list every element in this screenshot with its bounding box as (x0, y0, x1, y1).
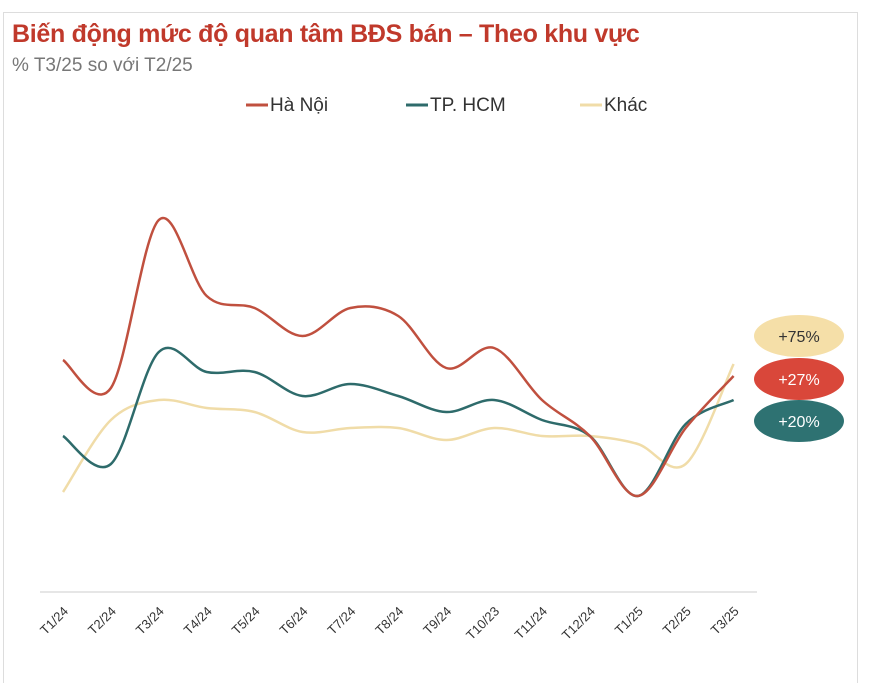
x-tick-label: T9/24 (420, 604, 454, 638)
data-point (108, 385, 114, 391)
data-point (156, 349, 162, 355)
data-point (300, 393, 306, 399)
data-point (635, 441, 641, 447)
x-tick-label: T3/25 (708, 604, 742, 638)
data-point (156, 397, 162, 403)
data-point (491, 345, 497, 351)
data-point (347, 305, 353, 311)
data-point (252, 305, 258, 311)
data-point (491, 425, 497, 431)
x-tick-label: T6/24 (277, 604, 311, 638)
legend-label: Khác (604, 95, 647, 116)
data-point (443, 437, 449, 443)
badge-label: +75% (778, 329, 819, 346)
data-point (108, 461, 114, 467)
data-point (443, 365, 449, 371)
data-point (731, 397, 737, 403)
data-point (731, 361, 737, 367)
x-tick-label: T1/25 (612, 604, 646, 638)
data-point (300, 429, 306, 435)
data-point (156, 217, 162, 223)
data-point (204, 369, 210, 375)
data-point (300, 333, 306, 339)
data-point (443, 409, 449, 415)
chart-frame (3, 12, 858, 683)
x-tick-label: T5/24 (229, 604, 263, 638)
x-tick-label: T8/24 (372, 604, 406, 638)
legend-label: Hà Nội (270, 95, 328, 116)
data-point (587, 433, 593, 439)
data-point (204, 405, 210, 411)
x-tick-label: T2/24 (85, 604, 119, 638)
badge-label: +27% (778, 372, 819, 389)
data-point (539, 417, 545, 423)
series-line-1 (62, 346, 735, 498)
data-point (60, 489, 66, 495)
x-tick-label: T11/24 (512, 604, 551, 643)
x-tick-label: T7/24 (324, 604, 358, 638)
badge-label: +20% (778, 414, 819, 431)
data-point (683, 425, 689, 431)
data-point (395, 313, 401, 319)
data-point (539, 397, 545, 403)
legend-label: TP. HCM (430, 95, 506, 116)
data-point (731, 373, 737, 379)
badge-2 (754, 315, 844, 357)
x-tick-label: T10/23 (463, 604, 502, 643)
x-tick-label: T1/24 (37, 604, 71, 638)
data-point (683, 461, 689, 467)
x-tick-label: T2/25 (660, 604, 694, 638)
series-line-0 (62, 216, 735, 498)
data-point (252, 369, 258, 375)
x-tick-label: T3/24 (133, 604, 167, 638)
data-point (60, 433, 66, 439)
data-point (395, 425, 401, 431)
data-point (347, 425, 353, 431)
series-line-2 (61, 363, 735, 493)
data-point (635, 493, 641, 499)
data-point (491, 397, 497, 403)
data-point (60, 357, 66, 363)
x-tick-label: T12/24 (559, 604, 598, 643)
badge-0 (754, 358, 844, 400)
data-point (204, 293, 210, 299)
data-point (252, 409, 258, 415)
data-point (347, 381, 353, 387)
chart-subtitle: % T3/25 so với T2/25 (12, 55, 193, 76)
data-point (395, 393, 401, 399)
x-tick-label: T4/24 (181, 604, 215, 638)
badge-1 (754, 400, 844, 442)
data-point (539, 433, 545, 439)
data-point (108, 417, 114, 423)
chart-title: Biến động mức độ quan tâm BĐS bán – Theo… (12, 20, 640, 48)
